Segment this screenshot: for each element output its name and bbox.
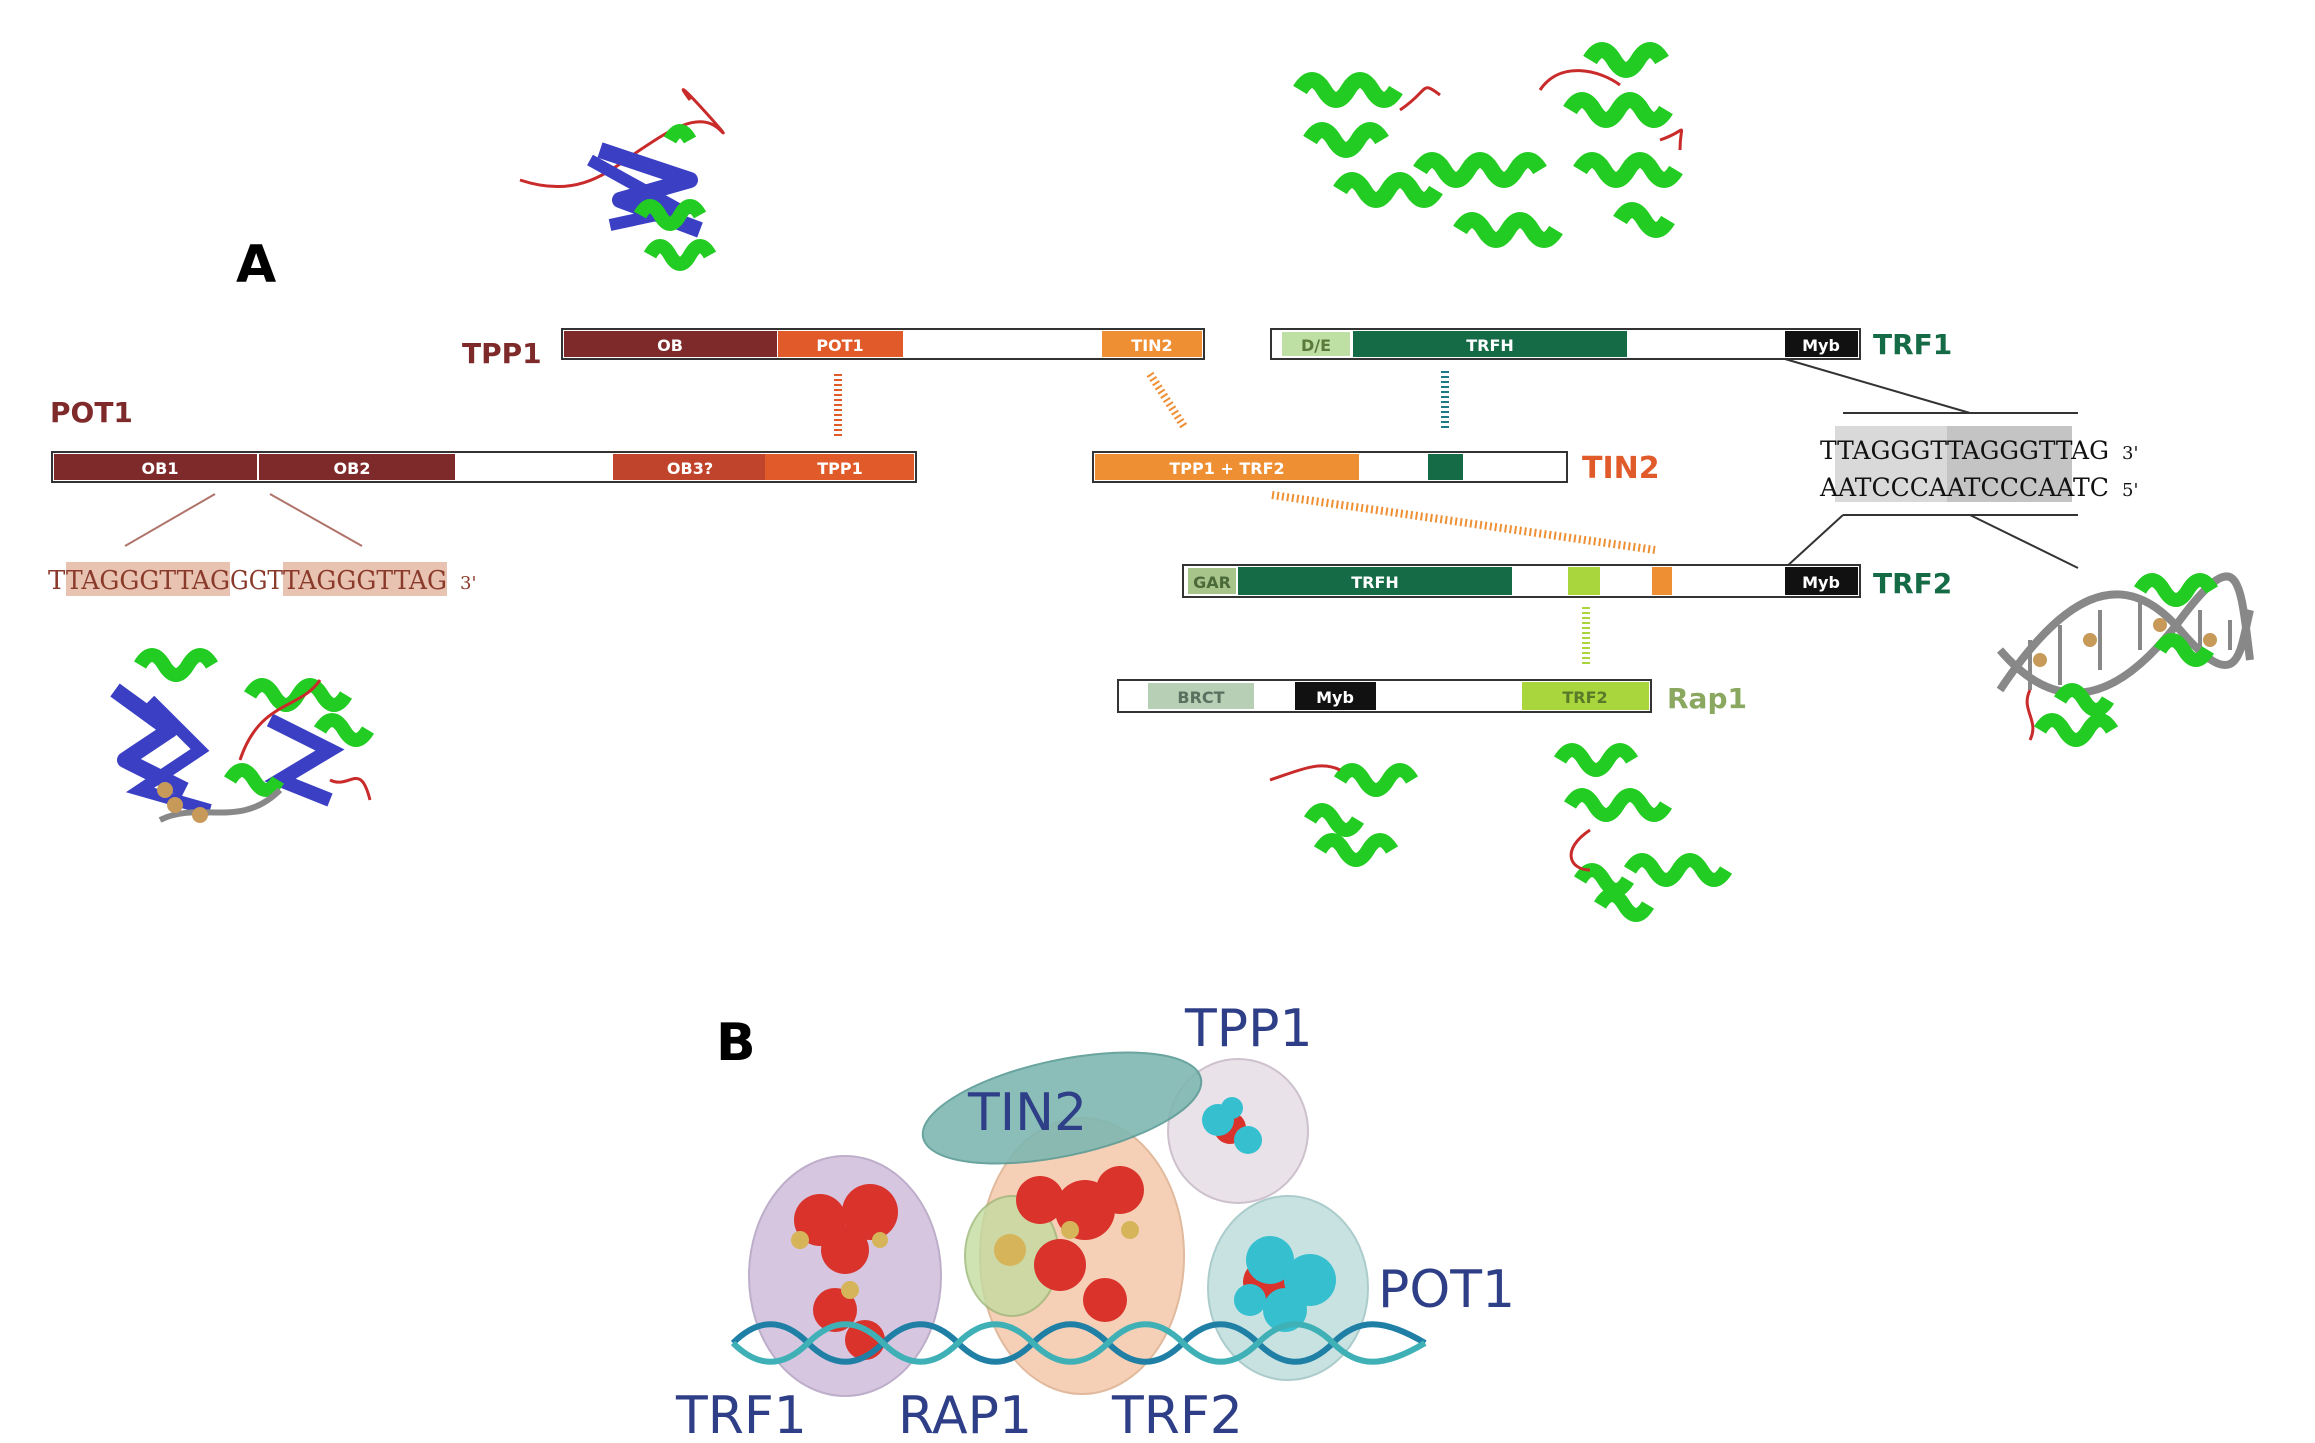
panel-b-label: B (716, 1013, 756, 1073)
pot1-zoom-line-left (124, 493, 216, 547)
trf1-name: TRF1 (1873, 328, 1952, 361)
trf1-trfh-domain (1353, 331, 1627, 357)
panel-b-tin2-label: TIN2 (967, 1083, 1087, 1143)
trf1-dna-top-end: 3' (2122, 443, 2138, 464)
tin2-trf2-interaction-line (1271, 491, 1656, 554)
trf1-trfh-structure-image (1293, 42, 1684, 248)
trf1-trfh-label: TRFH (1466, 336, 1514, 355)
pot1-seq-b: TAGGGTTAG (66, 566, 230, 596)
rap1-brct-label: BRCT (1177, 688, 1224, 707)
panel-a-label: A (236, 235, 276, 295)
pot1-seq-c: GGT (230, 566, 284, 596)
tpp1-ob-domain (564, 331, 777, 357)
tpp1-tin2-label: TIN2 (1131, 336, 1172, 355)
rap1-trf2-binding-structure-image (1553, 743, 1733, 922)
panel-b-tpp1-label: TPP1 (1184, 999, 1313, 1059)
pot1-ob3-label: OB3? (667, 459, 713, 478)
rap1-trf2-label: TRF2 (1562, 688, 1607, 707)
pot1-domain-bar (51, 451, 917, 483)
tpp1-pot1-label: POT1 (816, 336, 863, 355)
trf1-zoom-line-bottom-right (1969, 514, 2079, 569)
rap1-myb-domain (1295, 682, 1376, 710)
trf1-dna-top-b: TAGG (1947, 436, 2019, 465)
trf1-myb-label: Myb (1802, 336, 1840, 355)
tpp1-name: TPP1 (462, 337, 542, 370)
pot1-seq-end: 3' (460, 573, 476, 594)
pot1-tpp1-label: TPP1 (817, 459, 863, 478)
tin2-trf1-binding-domain (1428, 454, 1463, 480)
trf1-dna-bottom-b: ATCC (1946, 473, 2019, 502)
panel-b-trf1-label: TRF1 (675, 1386, 807, 1443)
trf1-dna-bottom-end: 5' (2122, 480, 2138, 501)
trf2-tin2-binding-domain (1652, 567, 1672, 595)
pot1-ob1-label: OB1 (142, 459, 179, 478)
pot1-ob2-domain (259, 454, 455, 480)
trf1-dna-top-a: TTAGGGT (1820, 436, 1947, 465)
rap1-brct-domain (1148, 683, 1254, 709)
trf2-myb-dna-structure-image (1996, 572, 2254, 747)
trf1-domain-bar (1270, 328, 1861, 360)
tpp1-ob-label: OB (657, 336, 683, 355)
trf1-zoom-line-bottom (1784, 514, 1844, 569)
shelterin-complex-illustration (730, 1051, 1427, 1397)
tpp1-domain-bar (561, 328, 1205, 360)
pot1-zoom-line-right (269, 493, 363, 547)
pot1-name: POT1 (50, 396, 133, 429)
panel-b-pot1-label: POT1 (1378, 1260, 1515, 1320)
trf2-gar-domain (1188, 568, 1236, 594)
rap1-name: Rap1 (1667, 682, 1747, 715)
trf1-zoom-line-top (1784, 358, 1971, 414)
tin2-domain-bar (1092, 451, 1568, 483)
trf1-dna-bottom-a: AATCCCA (1819, 473, 1948, 502)
rap1-myb-structure-image (1269, 763, 1419, 867)
tin2-name: TIN2 (1582, 451, 1660, 486)
trf2-myb-label: Myb (1802, 573, 1840, 592)
panel-b-rap1-label: RAP1 (898, 1386, 1032, 1443)
trf2-gar-label: GAR (1193, 573, 1231, 592)
trf2-myb-domain (1785, 567, 1858, 595)
pot1-ob2-label: OB2 (334, 459, 371, 478)
trf1-dna-shade-inner (1947, 426, 2072, 502)
tpp1-tin2-domain (1102, 331, 1202, 357)
rap1-trf2-binding-domain (1522, 682, 1649, 710)
tpp1-tin2-interaction-line (1146, 371, 1189, 431)
panel-b-trf2-label: TRF2 (1111, 1386, 1243, 1443)
rap1-domain-bar (1117, 679, 1652, 713)
tin2-tpp1-trf2-label: TPP1 + TRF2 (1169, 459, 1284, 478)
rap1-myb-label: Myb (1316, 688, 1354, 707)
pot1-seq-a: T (48, 566, 66, 596)
pot1-seq-highlight-2 (283, 562, 447, 596)
trf1-de-label: D/E (1301, 336, 1331, 355)
pot1-ob1-domain (54, 454, 257, 480)
trf1-de-domain (1282, 332, 1350, 356)
trf2-name: TRF2 (1873, 567, 1952, 600)
pot1-seq-highlight-1 (66, 562, 230, 596)
pot1-tpp1-domain (765, 454, 914, 480)
trf2-trfh-domain (1238, 567, 1512, 595)
pot1-seq-d: TAGGGTTAG (283, 566, 447, 596)
trf2-domain-bar (1182, 564, 1861, 598)
trf1-dna-bottom-c: CAATC (2019, 473, 2109, 502)
tpp1-pot1-domain (778, 331, 903, 357)
trf2-rap1-binding-domain (1568, 567, 1600, 595)
trf1-myb-domain (1785, 331, 1858, 357)
tin2-tpp1-trf2-domain (1095, 454, 1359, 480)
pot1-structure-image (110, 648, 375, 823)
pot1-ob3-domain (613, 454, 765, 480)
trf2-trfh-label: TRFH (1351, 573, 1399, 592)
trf1-dna-top-c: GTTAG (2019, 436, 2109, 465)
tpp1-structure-image (519, 88, 725, 271)
